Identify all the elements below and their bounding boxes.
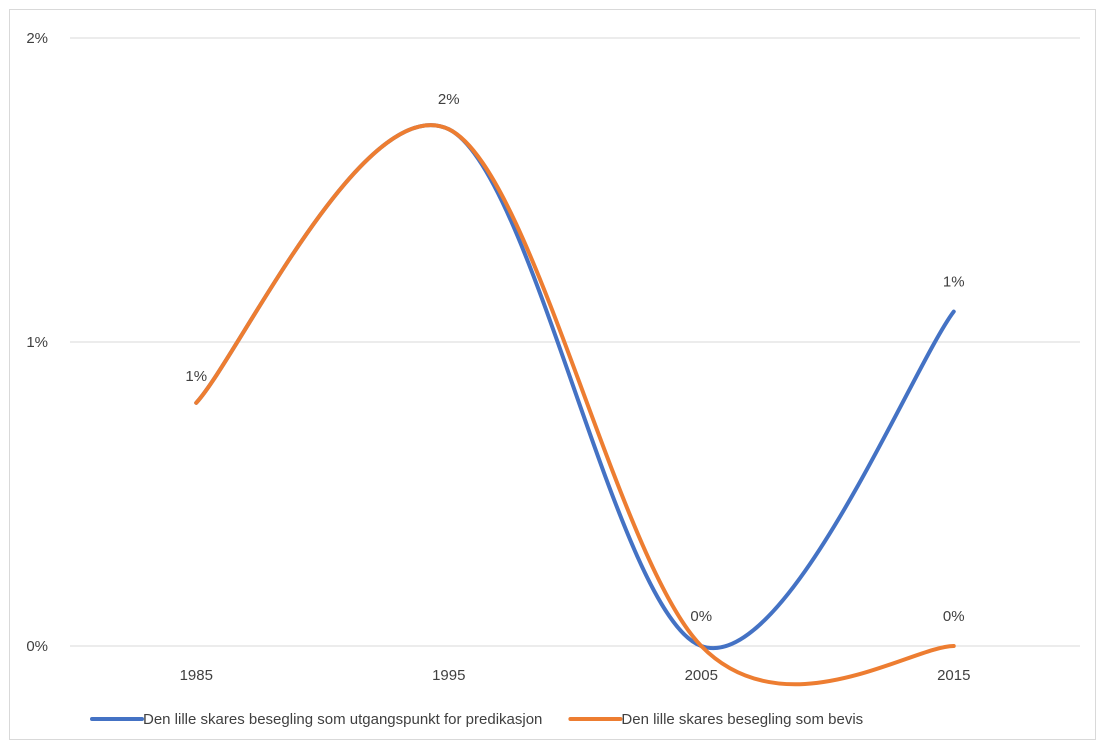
- chart-frame: [9, 9, 1096, 740]
- gridlines: [70, 37, 1080, 647]
- series-line-1: [194, 123, 956, 651]
- data-label: 0%: [690, 608, 712, 625]
- series-line-2: [194, 123, 956, 687]
- x-tick-label: 2005: [685, 667, 718, 684]
- y-tick-label: 0%: [26, 638, 48, 655]
- legend-label-1: Den lille skares besegling som utgangspu…: [143, 711, 542, 728]
- data-label: 2%: [438, 91, 460, 108]
- y-axis: 0% 1% 2%: [26, 30, 48, 655]
- y-tick-label: 2%: [26, 30, 48, 47]
- x-tick-label: 1985: [180, 667, 213, 684]
- legend-label-2: Den lille skares besegling som bevis: [621, 711, 863, 728]
- data-label: 1%: [185, 368, 207, 385]
- legend: Den lille skares besegling som utgangspu…: [90, 711, 863, 728]
- y-tick-label: 1%: [26, 334, 48, 351]
- x-tick-label: 1995: [432, 667, 465, 684]
- x-axis: 1985 1995 2005 2015: [180, 667, 971, 684]
- data-label: 0%: [943, 608, 965, 625]
- series-layer: [194, 123, 956, 687]
- data-label: 1%: [943, 274, 965, 291]
- data-labels: 1% 1% 2% 0% 0%: [185, 91, 964, 625]
- x-tick-label: 2015: [937, 667, 970, 684]
